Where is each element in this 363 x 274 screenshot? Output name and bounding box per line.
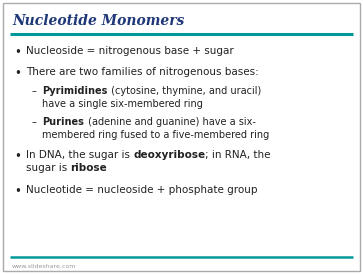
Text: •: •	[14, 46, 21, 59]
FancyBboxPatch shape	[3, 3, 360, 271]
Text: have a single six-membered ring: have a single six-membered ring	[42, 99, 203, 109]
Text: –: –	[32, 117, 37, 127]
Text: Nucleoside = nitrogenous base + sugar: Nucleoside = nitrogenous base + sugar	[26, 46, 234, 56]
Text: –: –	[32, 87, 37, 96]
Text: membered ring fused to a five-membered ring: membered ring fused to a five-membered r…	[42, 130, 269, 140]
Text: In DNA, the sugar is: In DNA, the sugar is	[26, 150, 133, 160]
Text: sugar is: sugar is	[26, 163, 70, 173]
Text: Pyrimidines: Pyrimidines	[42, 87, 107, 96]
Text: •: •	[14, 185, 21, 198]
Text: deoxyribose: deoxyribose	[133, 150, 205, 160]
Text: Nucleotide = nucleoside + phosphate group: Nucleotide = nucleoside + phosphate grou…	[26, 185, 257, 195]
Text: Purines: Purines	[42, 117, 84, 127]
Text: (adenine and guanine) have a six-: (adenine and guanine) have a six-	[85, 117, 256, 127]
Text: There are two families of nitrogenous bases:: There are two families of nitrogenous ba…	[26, 67, 259, 77]
Text: •: •	[14, 150, 21, 163]
Text: (cytosine, thymine, and uracil): (cytosine, thymine, and uracil)	[109, 87, 262, 96]
Text: Nucleotide Monomers: Nucleotide Monomers	[12, 14, 184, 28]
Text: www.slideshare.com: www.slideshare.com	[12, 264, 76, 269]
Text: •: •	[14, 67, 21, 80]
Text: ; in RNA, the: ; in RNA, the	[205, 150, 271, 160]
Text: ribose: ribose	[70, 163, 107, 173]
